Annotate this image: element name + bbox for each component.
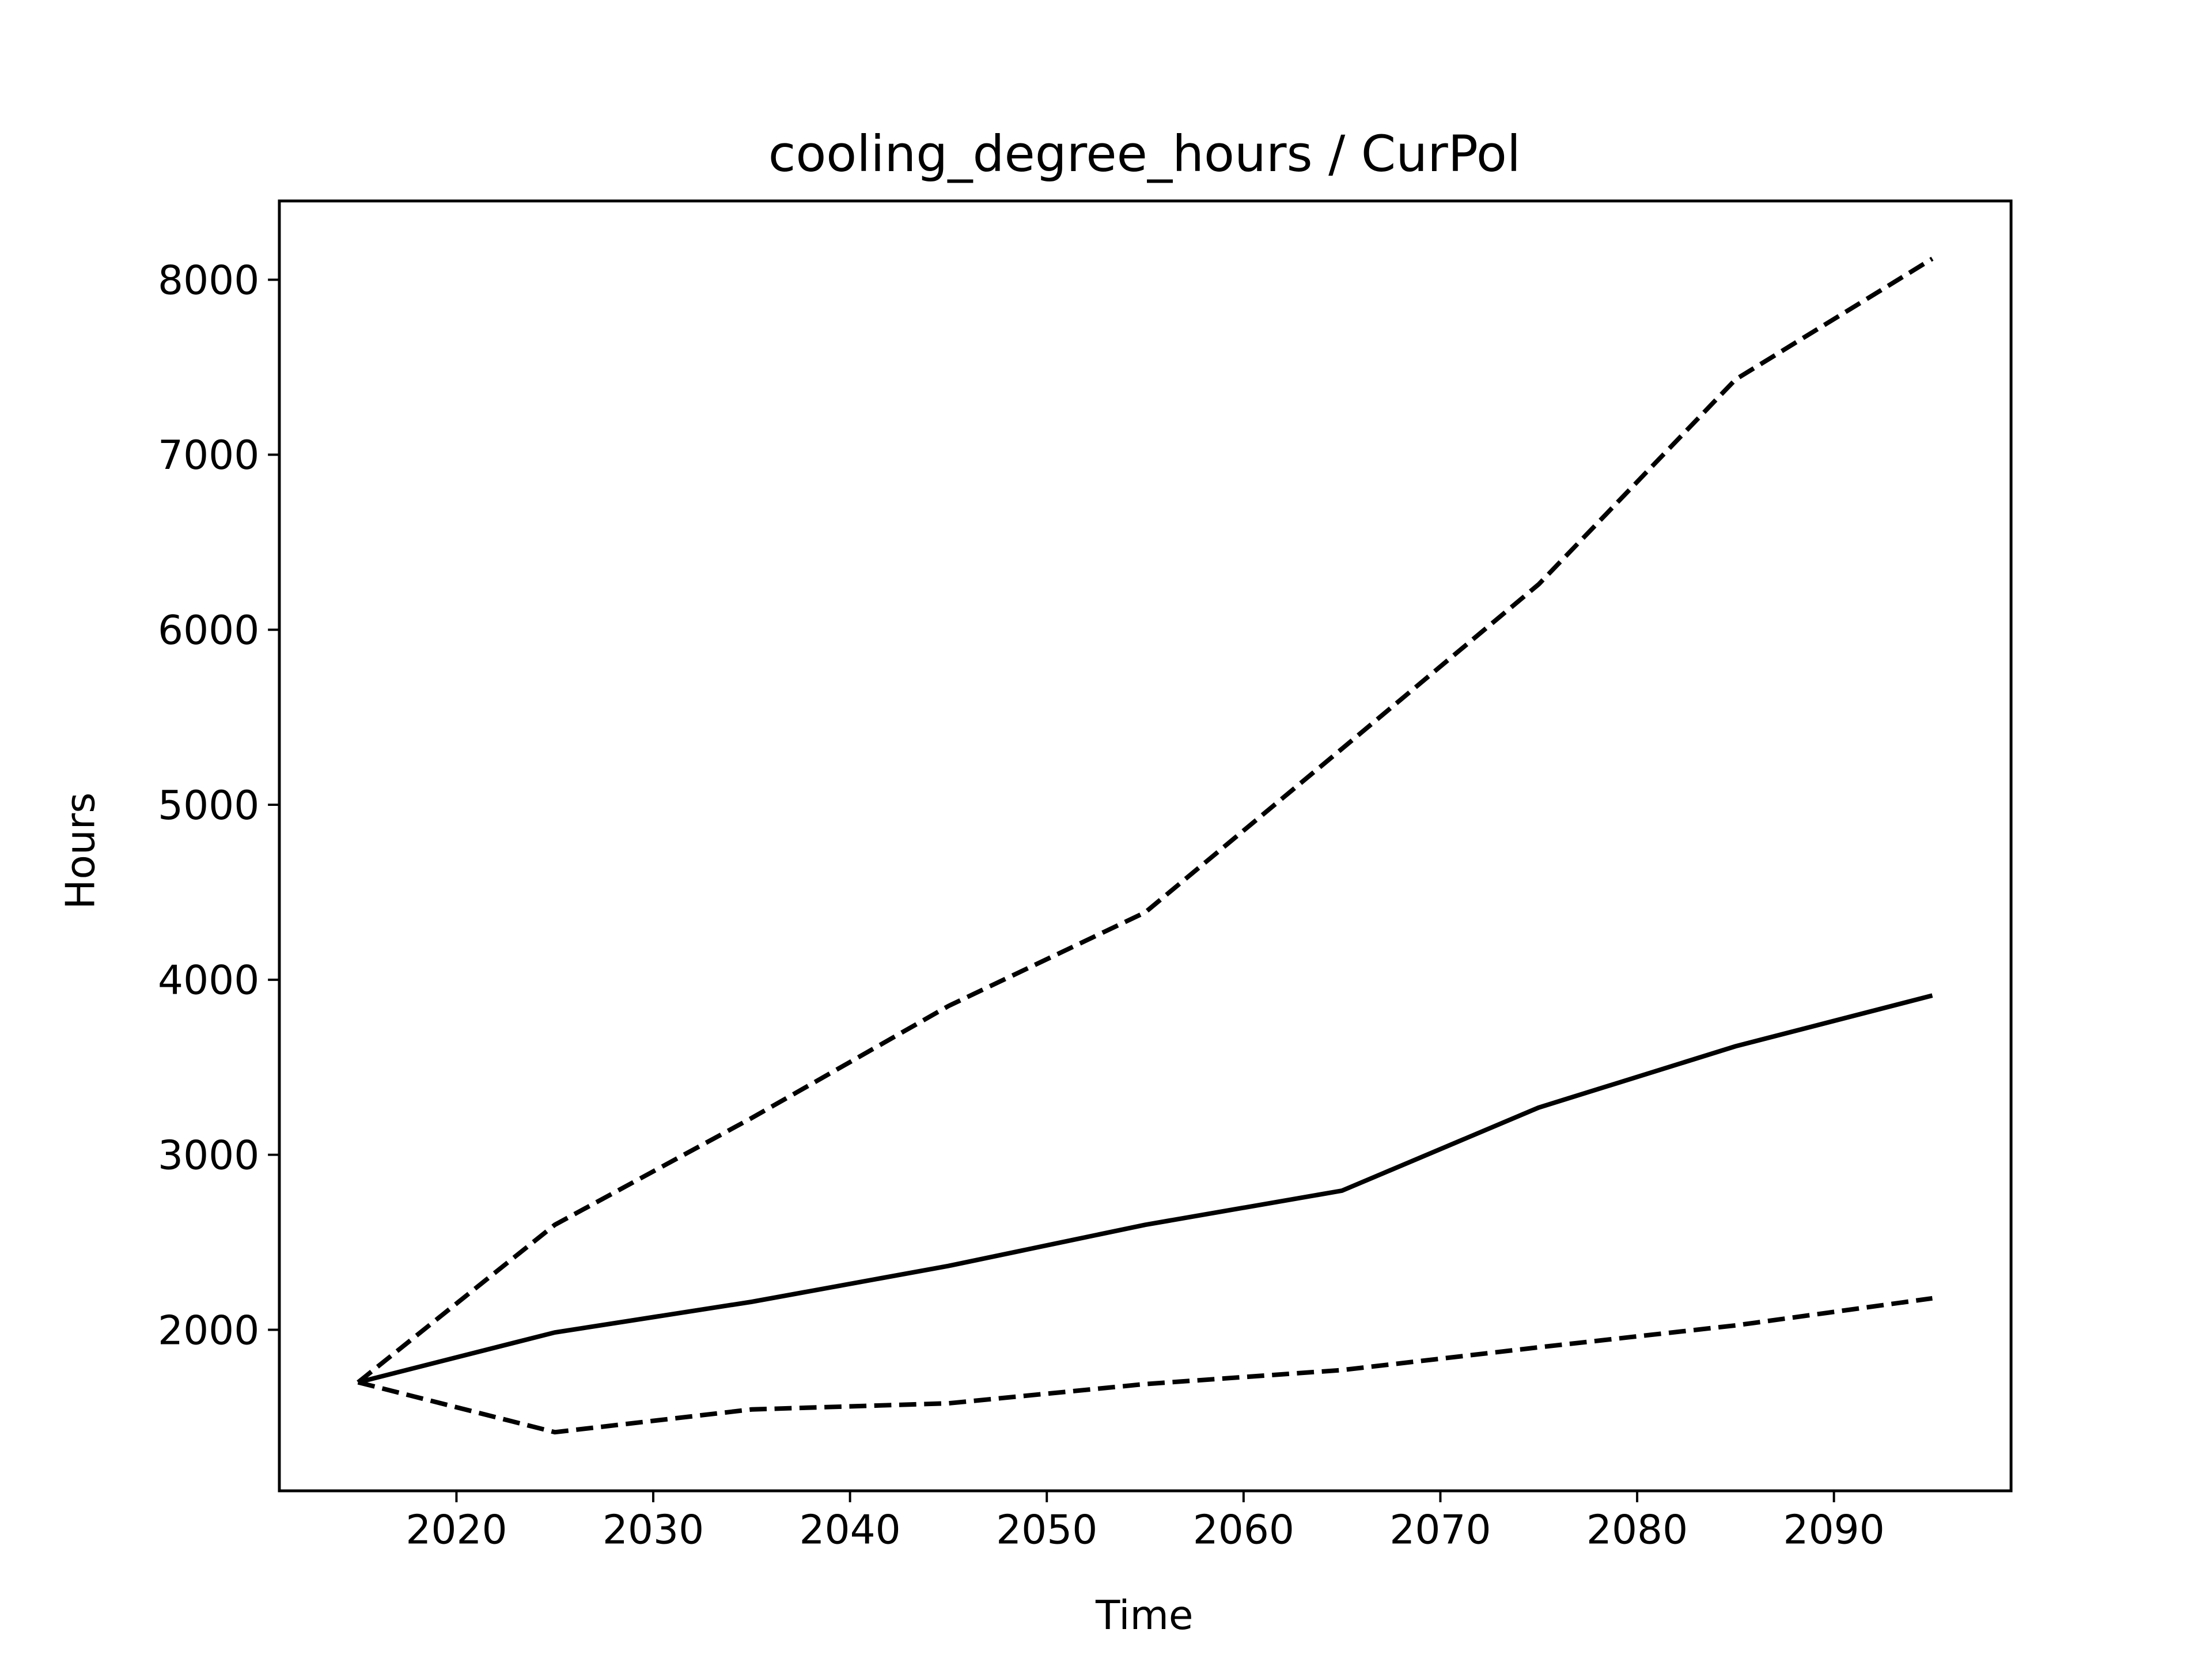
chart-title: cooling_degree_hours / CurPol	[768, 126, 1521, 183]
y-tick-label: 8000	[158, 257, 259, 304]
y-tick-label: 4000	[158, 958, 259, 1004]
x-axis-label: Time	[1095, 1593, 1194, 1639]
x-tick-label: 2070	[1389, 1508, 1491, 1554]
x-tick-label: 2040	[799, 1508, 900, 1554]
y-axis: 2000 3000 4000 5000 6000 7000 8000	[158, 257, 279, 1354]
x-tick-label: 2060	[1193, 1508, 1294, 1554]
x-tick-label: 2020	[406, 1508, 507, 1554]
y-tick-label: 3000	[158, 1132, 259, 1179]
series-line-1	[357, 256, 1934, 1384]
x-tick-label: 2050	[996, 1508, 1097, 1554]
axes-frame	[278, 199, 2013, 1493]
x-tick-label: 2080	[1586, 1508, 1688, 1554]
y-tick-label: 2000	[158, 1308, 259, 1354]
plot-area	[357, 256, 1934, 1435]
x-tick-label: 2030	[603, 1508, 704, 1554]
x-tick-label: 2090	[1783, 1508, 1885, 1554]
y-axis-label: Hours	[58, 793, 104, 910]
series-line-2	[357, 1296, 1933, 1435]
y-tick-label: 7000	[158, 433, 259, 479]
x-axis: 2020 2030 2040 2050 2060 2070 2080 2090	[406, 1491, 1885, 1554]
y-tick-label: 6000	[158, 608, 259, 654]
series-line-0	[357, 993, 1933, 1385]
y-tick-label: 5000	[158, 783, 259, 829]
